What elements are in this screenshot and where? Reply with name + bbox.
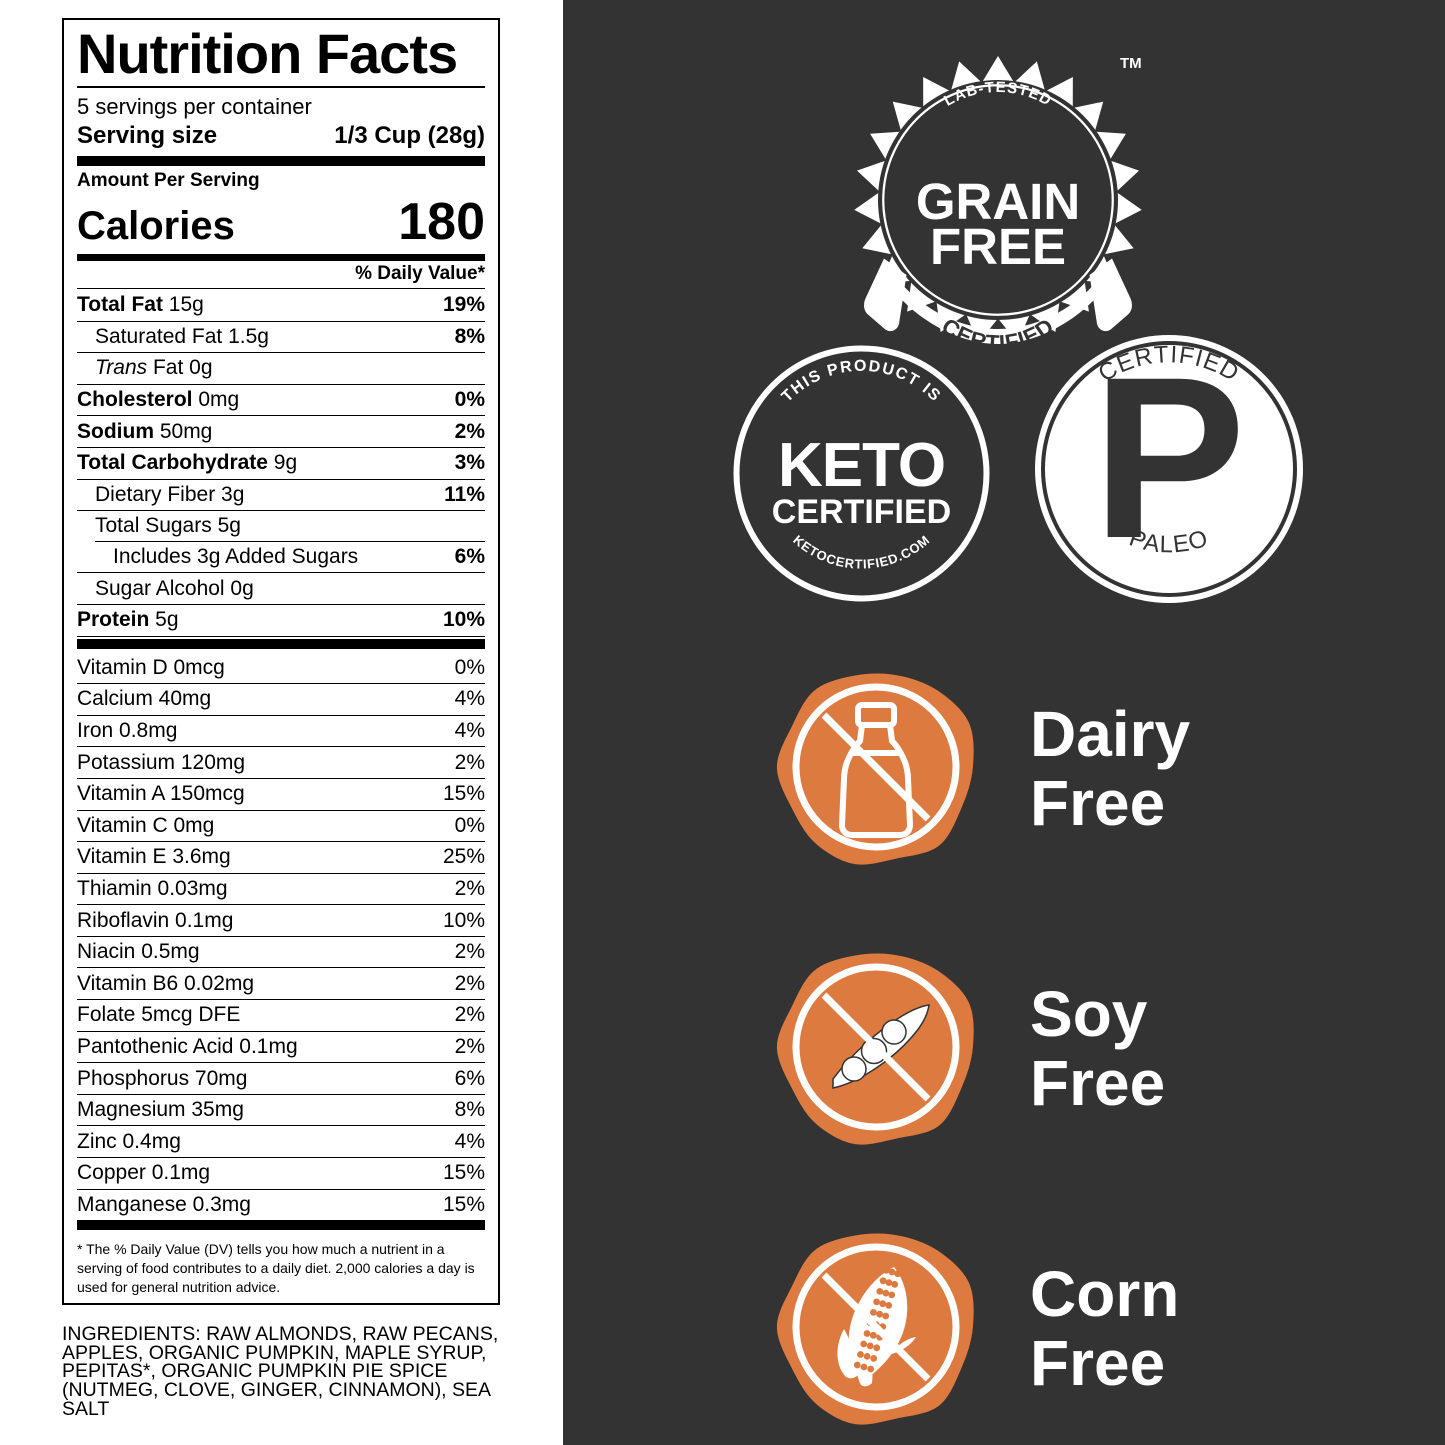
svg-text:KETO: KETO (778, 431, 945, 500)
svg-text:P: P (1092, 329, 1245, 586)
svg-text:KETOCERTIFIED.COM: KETOCERTIFIED.COM (790, 532, 932, 572)
svg-text:CERTIFIED: CERTIFIED (772, 493, 951, 531)
svg-text:FREE: FREE (930, 218, 1066, 275)
